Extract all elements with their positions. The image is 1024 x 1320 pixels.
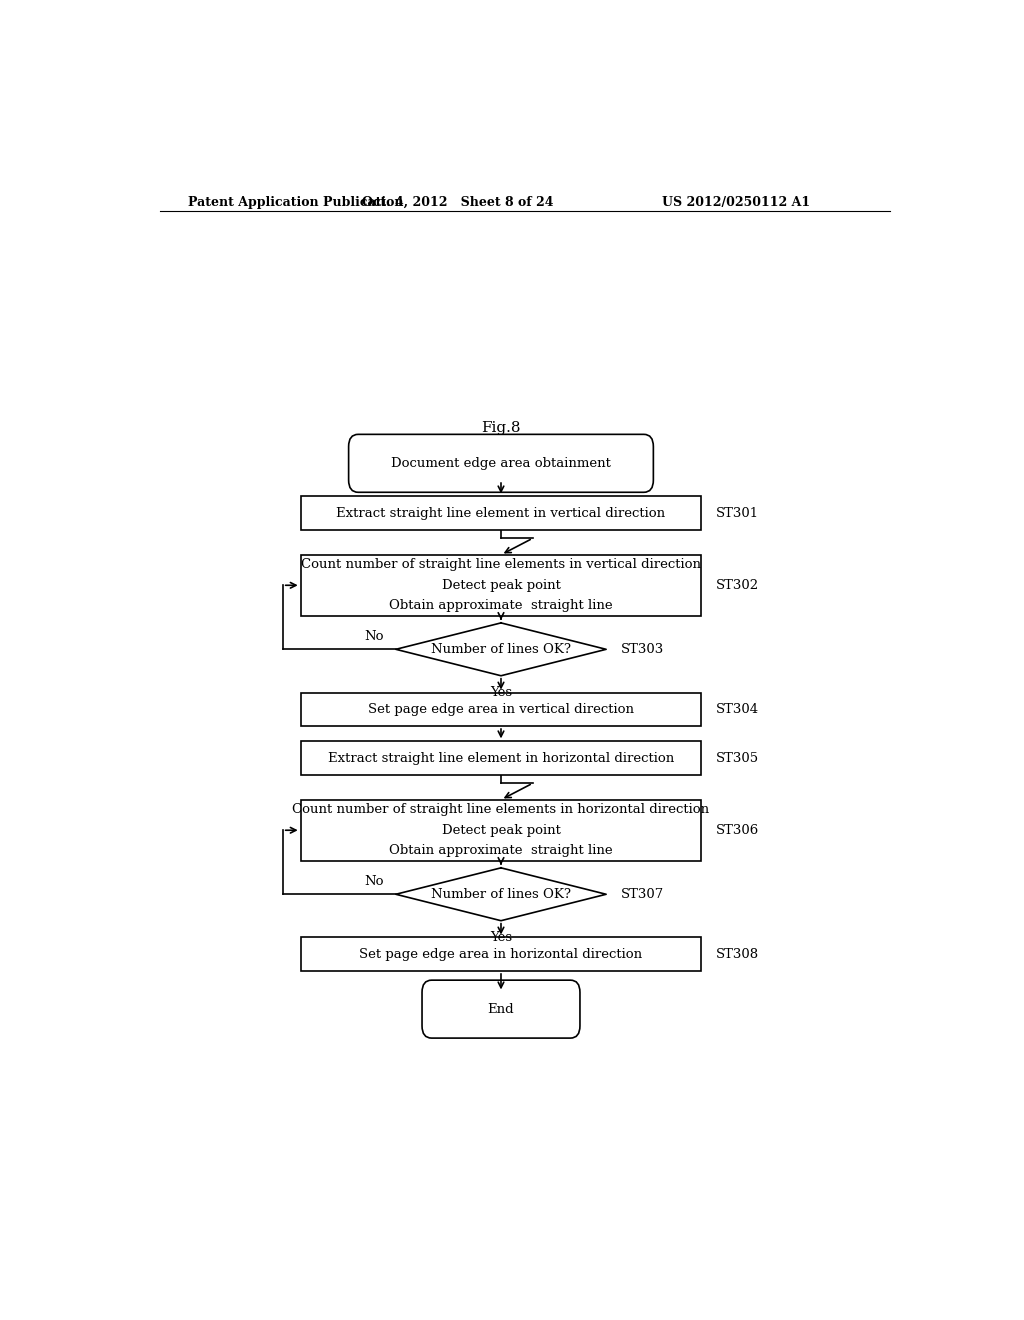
Text: US 2012/0250112 A1: US 2012/0250112 A1 — [663, 195, 811, 209]
Text: Yes: Yes — [489, 931, 512, 944]
Text: Detect peak point: Detect peak point — [441, 578, 560, 591]
Text: ST308: ST308 — [716, 948, 759, 961]
Text: Detect peak point: Detect peak point — [441, 824, 560, 837]
Bar — [301, 496, 701, 529]
Bar — [301, 693, 701, 726]
Text: Number of lines OK?: Number of lines OK? — [431, 643, 571, 656]
Text: Set page edge area in horizontal direction: Set page edge area in horizontal directi… — [359, 948, 642, 961]
Text: ST307: ST307 — [621, 888, 664, 900]
Text: Set page edge area in vertical direction: Set page edge area in vertical direction — [368, 702, 634, 715]
Text: Oct. 4, 2012   Sheet 8 of 24: Oct. 4, 2012 Sheet 8 of 24 — [361, 195, 553, 209]
Text: ST305: ST305 — [716, 751, 759, 764]
Bar — [301, 800, 701, 861]
Text: Count number of straight line elements in horizontal direction: Count number of straight line elements i… — [293, 804, 710, 816]
Text: End: End — [487, 1003, 514, 1015]
Bar — [301, 937, 701, 972]
Bar — [301, 554, 701, 616]
FancyBboxPatch shape — [422, 981, 580, 1038]
Text: ST302: ST302 — [716, 578, 759, 591]
Text: ST301: ST301 — [716, 507, 759, 520]
Text: Number of lines OK?: Number of lines OK? — [431, 888, 571, 900]
Text: Yes: Yes — [489, 686, 512, 698]
Text: Extract straight line element in vertical direction: Extract straight line element in vertica… — [337, 507, 666, 520]
Text: ST306: ST306 — [716, 824, 759, 837]
Text: No: No — [365, 630, 384, 643]
Text: Fig.8: Fig.8 — [481, 421, 521, 434]
Text: Obtain approximate  straight line: Obtain approximate straight line — [389, 843, 612, 857]
Text: Obtain approximate  straight line: Obtain approximate straight line — [389, 599, 612, 612]
Text: Count number of straight line elements in vertical direction: Count number of straight line elements i… — [301, 558, 701, 572]
FancyBboxPatch shape — [348, 434, 653, 492]
Text: ST304: ST304 — [716, 702, 759, 715]
Text: Extract straight line element in horizontal direction: Extract straight line element in horizon… — [328, 751, 674, 764]
Text: Patent Application Publication: Patent Application Publication — [187, 195, 403, 209]
Bar — [301, 742, 701, 775]
Text: No: No — [365, 875, 384, 888]
Text: ST303: ST303 — [621, 643, 664, 656]
Text: Document edge area obtainment: Document edge area obtainment — [391, 457, 611, 470]
